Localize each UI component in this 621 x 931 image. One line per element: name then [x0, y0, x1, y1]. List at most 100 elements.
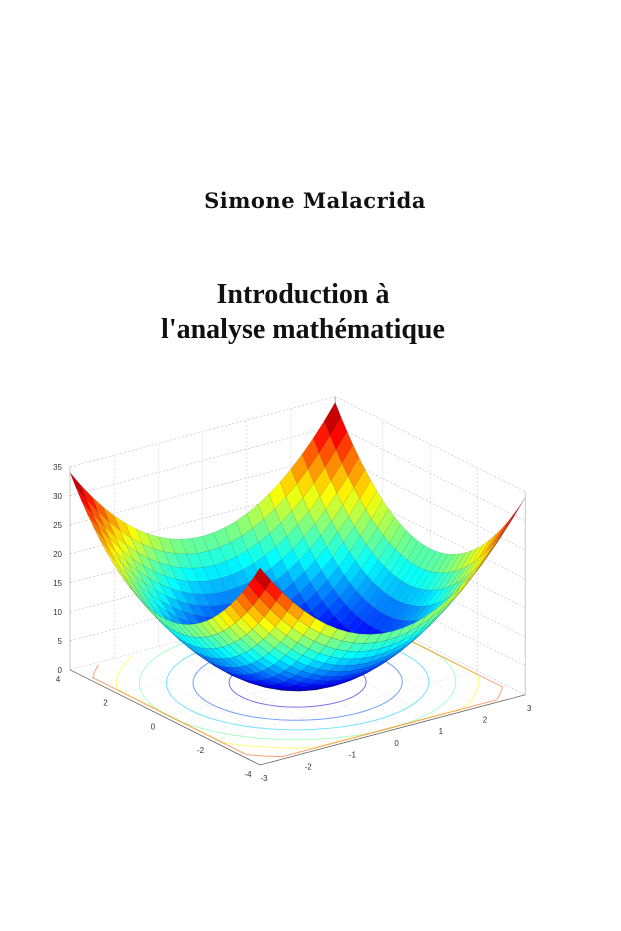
- surface-patch: [259, 589, 277, 610]
- z-tick-label: 25: [53, 521, 62, 530]
- floor-edge: [69, 669, 526, 766]
- surface-patch: [175, 635, 193, 650]
- y-tick-label: 3: [527, 704, 532, 713]
- surface-patch: [342, 631, 360, 644]
- surface-patch: [372, 535, 390, 561]
- wall-gridline: [69, 454, 526, 551]
- surface-patch: [455, 562, 473, 584]
- surface-patch: [188, 623, 206, 638]
- surface-patch: [268, 481, 287, 510]
- book-title: Introduction à l'analyse mathématique: [0, 277, 606, 347]
- surface-patch: [141, 600, 159, 620]
- surface-patch: [232, 673, 250, 681]
- surface-patch: [386, 627, 404, 641]
- surface-patch: [474, 549, 493, 574]
- surface-patch: [69, 472, 88, 501]
- surface-patch: [182, 624, 201, 638]
- surface-patch: [424, 613, 442, 631]
- x-tick-label: 0: [151, 722, 156, 731]
- surface-patch: [152, 613, 170, 631]
- surface-patch: [164, 623, 182, 640]
- surface-patch: [508, 497, 526, 526]
- surface-patch: [176, 631, 194, 646]
- surface-patch: [418, 620, 436, 637]
- surface-patch: [364, 633, 382, 644]
- wall-gridline: [69, 396, 526, 493]
- surface-patch: [408, 588, 427, 607]
- surface-patch: [436, 553, 455, 574]
- surface-patch: [193, 636, 212, 649]
- surface-patch: [135, 594, 153, 614]
- surface-patch: [414, 589, 433, 607]
- surface-patch: [409, 605, 427, 621]
- surface-patch: [441, 594, 459, 614]
- surface-patch: [175, 553, 193, 569]
- surface-patch: [241, 528, 259, 551]
- surface-patch: [312, 420, 331, 454]
- surface-patch: [325, 637, 343, 650]
- z-tick-label: 35: [53, 463, 62, 472]
- x-tick-label: -4: [244, 770, 252, 779]
- paraboloid-surface: [69, 402, 526, 692]
- surface-patch: [484, 528, 502, 554]
- surface-patch: [360, 518, 378, 546]
- surface-patch: [413, 545, 431, 568]
- surface-patch: [391, 602, 410, 620]
- surface-patch: [290, 454, 309, 485]
- surface-patch: [419, 571, 438, 591]
- surface-patch: [285, 483, 304, 512]
- surface-patch: [276, 591, 294, 612]
- surface-patch: [93, 527, 111, 553]
- surface-patch: [353, 633, 371, 644]
- surface-patch: [236, 592, 254, 613]
- surface-patch: [438, 583, 456, 603]
- surface-patch: [350, 568, 368, 591]
- surface-patch: [320, 624, 338, 638]
- surface-patch: [253, 567, 272, 590]
- surface-patch: [302, 483, 321, 512]
- surface-patch: [403, 605, 422, 621]
- surface-patch: [347, 457, 366, 489]
- title-line-2: l'analyse mathématique: [161, 314, 445, 345]
- y-tick-label: 2: [483, 716, 488, 725]
- surface-patch: [432, 586, 451, 605]
- z-tick-label: 15: [53, 579, 62, 588]
- surface-patch: [218, 609, 236, 628]
- surface-patch: [286, 524, 304, 550]
- z-tick-label: 30: [53, 492, 62, 501]
- author-name: Simone Malacrida: [204, 188, 426, 213]
- surface-patch: [334, 677, 352, 684]
- y-tick-label: -2: [305, 762, 313, 771]
- surface-patch: [230, 598, 248, 618]
- x-tick-label: 2: [103, 699, 108, 708]
- surface-patch: [286, 627, 304, 643]
- surface-patch: [307, 659, 325, 670]
- surface-patch: [467, 553, 485, 576]
- wall-gridline: [69, 483, 526, 580]
- surface-patch: [324, 449, 343, 482]
- surface-patch: [170, 621, 189, 637]
- surface-patch: [424, 551, 443, 572]
- surface-patch: [379, 647, 397, 660]
- surface-patch: [187, 642, 205, 656]
- surface-patch: [153, 611, 171, 629]
- surface-patch: [310, 570, 328, 592]
- surface-patch: [215, 658, 234, 668]
- surface-patch: [200, 620, 218, 636]
- z-tick-label: 5: [58, 637, 63, 646]
- surface-patch: [397, 622, 416, 637]
- z-tick-label: 20: [53, 550, 62, 559]
- wall-gridline: [69, 541, 526, 638]
- surface-patch: [490, 522, 508, 548]
- surface-patch: [303, 627, 321, 642]
- surface-patch: [442, 553, 461, 574]
- z-tick-label: 0: [58, 666, 63, 675]
- surface-patch: [426, 588, 444, 606]
- wall-gridline: [69, 570, 526, 667]
- surface-patch: [318, 663, 336, 672]
- surface-patch: [497, 516, 515, 543]
- wall-gridline: [69, 425, 526, 522]
- surface-patch: [291, 642, 309, 656]
